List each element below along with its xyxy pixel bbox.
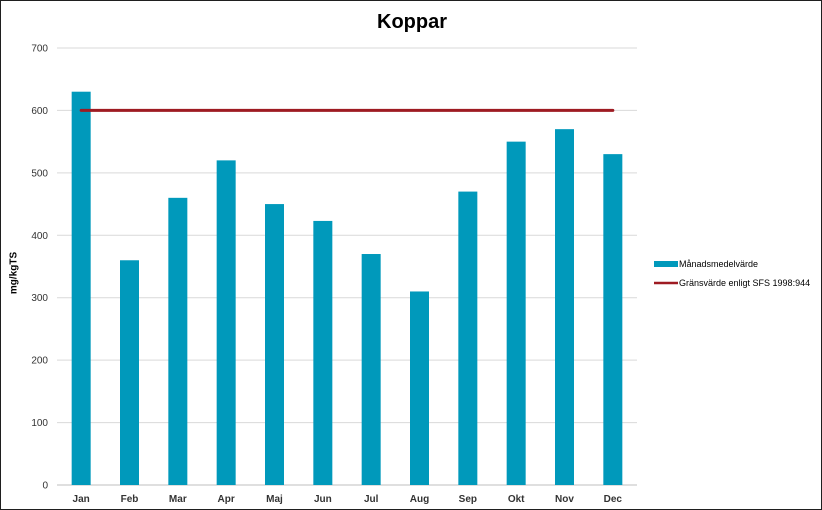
bar-jan — [71, 91, 91, 485]
bar-mar — [168, 197, 188, 486]
bar-feb — [120, 260, 139, 485]
y-tick-label: 0 — [42, 481, 48, 492]
bar-dec — [603, 154, 623, 485]
bar-jul — [361, 254, 381, 485]
x-tick-label: Jun — [314, 494, 332, 505]
y-tick-label: 700 — [31, 44, 48, 55]
x-tick-label: Nov — [555, 494, 574, 505]
y-tick-label: 100 — [31, 418, 48, 429]
y-tick-label: 500 — [31, 168, 48, 179]
bar-aug — [410, 291, 429, 485]
x-tick-label: Jul — [364, 494, 379, 505]
x-tick-label: Feb — [121, 494, 139, 505]
y-tick-label: 600 — [31, 106, 48, 117]
x-tick-label: Sep — [459, 494, 477, 505]
bar-maj — [265, 204, 284, 486]
x-tick-label: Mar — [169, 494, 187, 505]
y-tick-label: 200 — [31, 356, 48, 367]
x-tick-label: Dec — [604, 494, 623, 505]
chart-title: Koppar — [377, 11, 447, 33]
x-tick-label: Jan — [73, 494, 90, 505]
legend-label-line: Gränsvärde enligt SFS 1998:944 — [679, 278, 810, 288]
x-tick-label: Maj — [266, 494, 283, 505]
x-tick-label: Aug — [410, 494, 429, 505]
x-tick-label: Apr — [218, 494, 235, 505]
bar-nov — [555, 129, 574, 485]
bar-jun — [313, 220, 333, 486]
y-tick-label: 300 — [31, 293, 48, 304]
x-tick-label: Okt — [508, 494, 525, 505]
bar-okt — [506, 141, 526, 485]
legend-swatch-bars — [654, 261, 678, 267]
bar-sep — [458, 191, 478, 486]
y-tick-label: 400 — [31, 231, 48, 242]
legend-label-bars: Månadsmedelvärde — [679, 259, 758, 269]
bar-apr — [216, 160, 236, 485]
